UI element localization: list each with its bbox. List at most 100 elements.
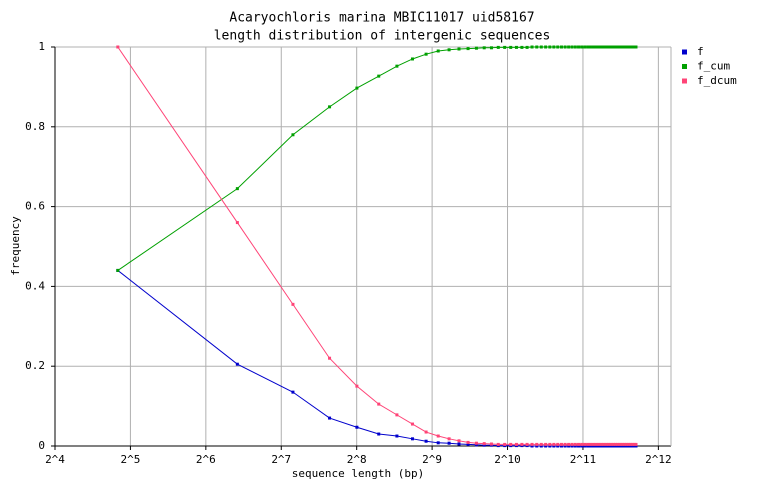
point <box>395 434 399 438</box>
point <box>599 444 603 448</box>
point <box>594 442 598 446</box>
point <box>410 422 414 426</box>
point <box>559 45 563 49</box>
point <box>466 440 470 444</box>
point <box>607 442 611 446</box>
point <box>597 444 601 448</box>
point <box>235 187 239 191</box>
point <box>599 45 603 49</box>
point <box>567 442 571 446</box>
point <box>235 221 239 225</box>
point <box>559 442 563 446</box>
point <box>548 45 552 49</box>
point <box>563 45 567 49</box>
point <box>609 444 613 448</box>
point <box>599 442 603 446</box>
point <box>563 442 567 446</box>
point <box>583 45 587 49</box>
point <box>291 390 295 394</box>
point <box>580 45 584 49</box>
y-tick-label: 0 <box>38 439 45 452</box>
point <box>583 442 587 446</box>
point <box>548 442 552 446</box>
point <box>634 45 638 49</box>
point <box>539 442 543 446</box>
x-tick-label: 2^8 <box>347 453 367 466</box>
point <box>474 46 478 50</box>
legend-marker <box>682 49 687 55</box>
point <box>395 413 399 417</box>
point <box>604 442 608 446</box>
point <box>607 45 611 49</box>
point <box>567 444 571 448</box>
point <box>622 444 626 448</box>
y-tick-label: 0.8 <box>25 120 45 133</box>
point <box>556 442 560 446</box>
point <box>544 444 548 448</box>
point <box>447 441 451 445</box>
point <box>552 45 556 49</box>
point <box>548 444 552 448</box>
point <box>591 45 595 49</box>
point <box>604 444 608 448</box>
x-tick-label: 2^11 <box>570 453 597 466</box>
point <box>632 45 636 49</box>
point <box>573 45 577 49</box>
point <box>496 442 500 446</box>
y-tick-label: 0.2 <box>25 359 45 372</box>
point <box>535 442 539 446</box>
point <box>496 45 500 49</box>
point <box>328 356 332 360</box>
point <box>377 74 381 78</box>
point <box>535 45 539 49</box>
x-tick-label: 2^6 <box>196 453 216 466</box>
point <box>355 425 359 429</box>
chart-subtitle: length distribution of intergenic sequen… <box>214 29 551 44</box>
point <box>474 443 478 447</box>
point <box>597 45 601 49</box>
point <box>482 46 486 50</box>
point <box>580 444 584 448</box>
x-tick-label: 2^12 <box>645 453 672 466</box>
legend-marker <box>682 78 687 84</box>
point <box>602 444 606 448</box>
x-tick-label: 2^5 <box>120 453 140 466</box>
point <box>466 47 470 51</box>
point <box>609 45 613 49</box>
point <box>503 45 507 49</box>
point <box>509 45 513 49</box>
point <box>622 45 626 49</box>
point <box>556 45 560 49</box>
legend-marker <box>682 64 687 69</box>
point <box>580 442 584 446</box>
y-axis-label: frequency <box>9 216 22 276</box>
point <box>611 442 615 446</box>
point <box>457 442 461 446</box>
point <box>509 442 513 446</box>
point <box>586 444 590 448</box>
point <box>628 444 632 448</box>
point <box>618 444 622 448</box>
point <box>355 384 359 388</box>
point <box>573 444 577 448</box>
point <box>570 444 574 448</box>
point <box>616 45 620 49</box>
point <box>489 46 493 50</box>
point <box>514 442 518 446</box>
point <box>594 444 598 448</box>
point <box>291 133 295 137</box>
point <box>620 442 624 446</box>
point <box>552 444 556 448</box>
point <box>377 402 381 406</box>
point <box>634 442 638 446</box>
point <box>583 444 587 448</box>
point <box>609 442 613 446</box>
point <box>624 45 628 49</box>
point <box>614 442 618 446</box>
point <box>626 45 630 49</box>
point <box>632 442 636 446</box>
x-tick-label: 2^9 <box>422 453 442 466</box>
point <box>514 45 518 49</box>
point <box>552 442 556 446</box>
